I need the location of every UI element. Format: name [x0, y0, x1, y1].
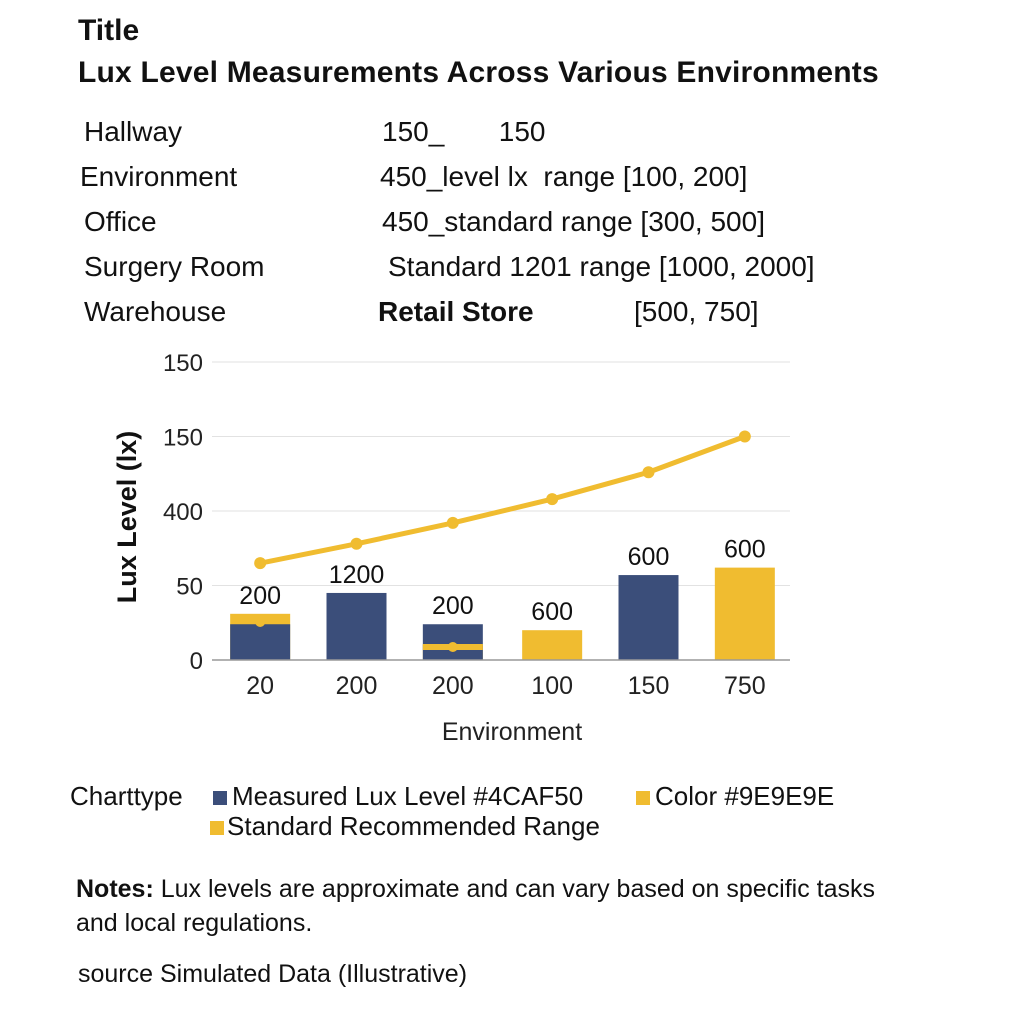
data-label: 600 [628, 543, 670, 571]
data-label: 1200 [329, 561, 385, 589]
title-label: Title [78, 14, 140, 47]
x-tick-label: 200 [432, 672, 474, 700]
legend-swatch [210, 821, 224, 835]
legend-prefix: Charttype [70, 781, 183, 811]
notes: Notes: Lux levels are approximate and ca… [76, 872, 896, 940]
legend-swatch [213, 791, 227, 805]
bar-measured [326, 592, 387, 660]
info-row-right: 450_standard range [300, 500] [382, 206, 765, 237]
info-row-right: 450_level lx range [100, 200] [380, 161, 748, 192]
info-row-left: Warehouse [84, 296, 227, 327]
data-label: 200 [432, 592, 474, 620]
info-row-left: Surgery Room [84, 251, 265, 282]
data-label: 200 [239, 582, 281, 610]
x-tick-label: 100 [531, 672, 573, 700]
data-label: 600 [724, 536, 766, 564]
x-tick-label: 20 [246, 672, 274, 700]
info-row-right: 150_ 150 [382, 116, 546, 147]
bars [230, 567, 775, 660]
legend-item: Measured Lux Level #4CAF50 [232, 781, 584, 811]
range-marker [255, 617, 266, 627]
x-tick-label: 200 [336, 672, 378, 700]
data-label: 600 [531, 598, 573, 626]
chart-title: Lux Level Measurements Across Various En… [78, 56, 879, 89]
info-row-left: Office [84, 206, 157, 237]
legend-swatch [636, 791, 650, 805]
y-tick-label: 50 [176, 574, 203, 601]
info-row-left: Hallway [84, 116, 183, 147]
notes-text: Lux levels are approximate and can vary … [76, 875, 876, 937]
bar-standard [522, 630, 583, 660]
y-tick-label: 400 [163, 499, 203, 526]
trend-line [257, 434, 748, 566]
info-row-left: Environment [80, 161, 238, 192]
x-tick-labels: 20 200 200 100 150 750 [246, 672, 765, 700]
line-point [642, 466, 655, 479]
legend-item: Color #9E9E9E [655, 781, 835, 811]
line-point [446, 516, 459, 529]
bar-standard [714, 567, 775, 660]
y-tick-label: 0 [190, 648, 203, 675]
line-point [350, 537, 363, 550]
y-tick-label: 150 [163, 425, 203, 452]
y-tick-labels: 0 50 400 150 150 [163, 350, 203, 675]
line-point [738, 430, 751, 443]
line-point [254, 557, 267, 570]
info-row-range: [500, 750] [634, 296, 759, 327]
y-axis-label: Lux Level (lx) [112, 431, 142, 604]
x-tick-label: 150 [628, 672, 670, 700]
x-tick-label: 750 [724, 672, 766, 700]
legend-item: Standard Recommended Range [227, 811, 600, 841]
line-series [254, 430, 751, 570]
y-tick-label: 150 [163, 350, 203, 377]
line-point [546, 493, 559, 506]
notes-label: Notes: [76, 875, 154, 903]
bar-measured [230, 624, 291, 660]
data-labels: 200 1200 200 600 600 600 [239, 536, 765, 627]
bar-measured [618, 575, 679, 660]
range-marker [447, 642, 458, 652]
source: source Simulated Data (Illustrative) [78, 960, 468, 988]
grid-lines [212, 361, 790, 586]
x-axis-label: Environment [442, 718, 582, 746]
info-row-right: Standard 1201 range [1000, 2000] [388, 251, 815, 282]
info-row-right: Retail Store [378, 296, 534, 327]
